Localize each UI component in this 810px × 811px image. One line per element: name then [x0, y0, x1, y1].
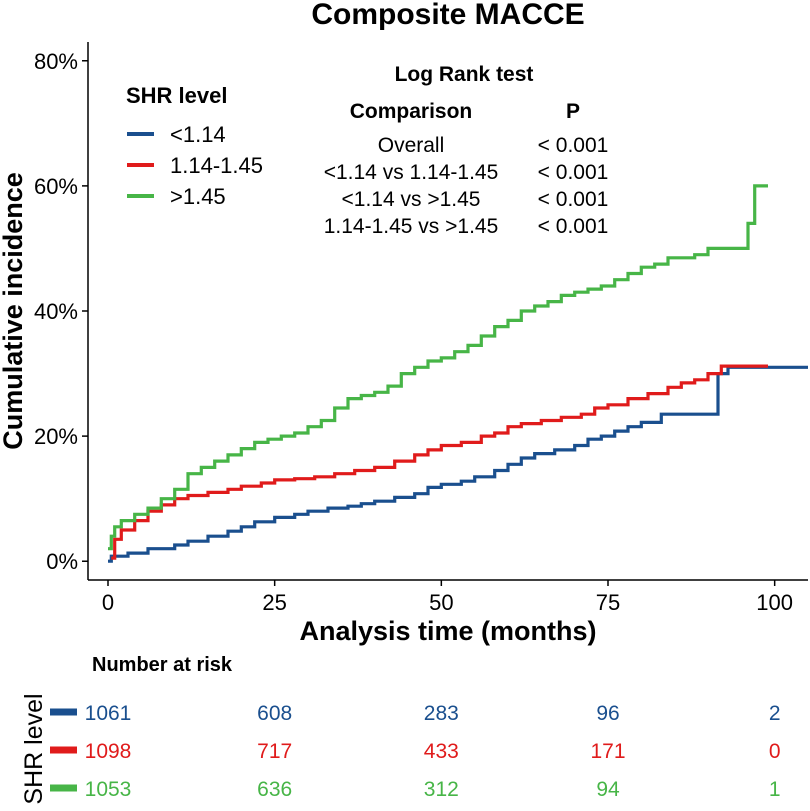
chart-title: Composite MACCE [311, 0, 584, 31]
x-tick-label: 50 [429, 590, 453, 615]
risk-count: 717 [257, 740, 292, 763]
x-tick-label: 75 [596, 590, 620, 615]
risk-count: 433 [424, 740, 459, 763]
y-axis-ticks: 0% 20% 40% 60% 80% [34, 49, 88, 574]
logrank-header-comparison: Comparison [350, 100, 473, 123]
series-line-2 [111, 364, 768, 560]
risk-count: 2 [769, 702, 781, 725]
risk-table-title: Number at risk [92, 654, 233, 676]
logrank-table: Log Rank test Comparison P Overall < 0.00… [324, 63, 609, 238]
logrank-p-value: < 0.001 [538, 161, 609, 184]
y-axis-title: Cumulative incidence [0, 172, 28, 450]
risk-count: 0 [769, 740, 781, 763]
risk-count: 1053 [85, 778, 132, 801]
risk-count: 1 [769, 778, 781, 801]
logrank-comparison: 1.14-1.45 vs >1.45 [324, 215, 499, 238]
risk-count: 94 [596, 778, 620, 801]
x-tick-label: 25 [262, 590, 286, 615]
risk-count: 312 [424, 778, 459, 801]
logrank-p-value: < 0.001 [538, 134, 609, 157]
x-axis-ticks: 0 25 50 75 100 [102, 580, 793, 615]
risk-count: 283 [424, 702, 459, 725]
legend: SHR level <1.14 1.14-1.45 >1.45 [126, 83, 263, 209]
logrank-p-value: < 0.001 [538, 215, 609, 238]
series-line-1 [108, 365, 808, 563]
legend-title: SHR level [126, 83, 228, 108]
logrank-title: Log Rank test [395, 63, 534, 86]
x-axis-title: Analysis time (months) [299, 616, 596, 646]
series-lines [108, 184, 808, 563]
y-tick-label: 80% [34, 49, 78, 74]
legend-label: 1.14-1.45 [170, 153, 263, 178]
y-tick-label: 60% [34, 174, 78, 199]
logrank-p-value: < 0.001 [538, 188, 609, 211]
y-tick-label: 20% [34, 424, 78, 449]
risk-table: 1061 608 283 96 2 1098 717 433 171 0 1053 636 312 94 1 [50, 702, 781, 801]
legend-label: <1.14 [170, 122, 226, 147]
risk-count: 1098 [85, 740, 132, 763]
logrank-comparison: <1.14 vs >1.45 [342, 188, 481, 211]
y-tick-label: 40% [34, 299, 78, 324]
legend-label: >1.45 [170, 184, 226, 209]
x-tick-label: 100 [756, 590, 793, 615]
risk-count: 608 [257, 702, 292, 725]
risk-table-ylabel: SHR level [20, 693, 48, 804]
logrank-comparison: <1.14 vs 1.14-1.45 [324, 161, 499, 184]
y-tick-label: 0% [46, 549, 78, 574]
risk-count: 96 [596, 702, 619, 725]
risk-count: 636 [257, 778, 292, 801]
risk-count: 1061 [85, 702, 132, 725]
logrank-header-p: P [566, 100, 580, 123]
risk-count: 171 [590, 740, 625, 763]
x-tick-label: 0 [102, 590, 114, 615]
series-line-3 [108, 184, 768, 551]
logrank-comparison: Overall [378, 134, 445, 157]
